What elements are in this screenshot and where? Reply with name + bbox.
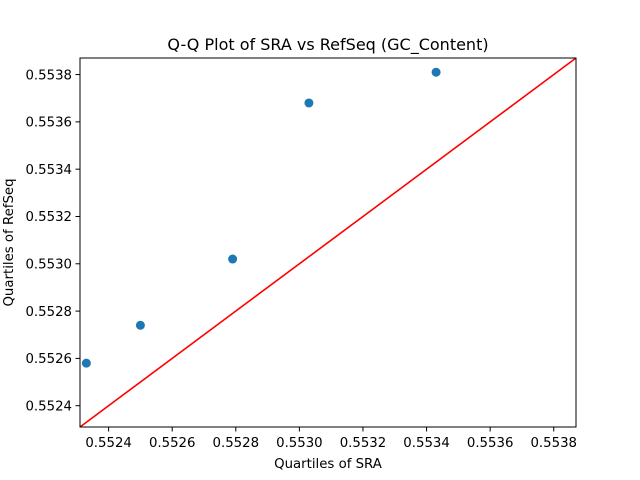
plot-frame <box>79 57 577 428</box>
y-tick-label: 0.5532 <box>25 210 72 225</box>
y-tick-label: 0.5530 <box>25 257 72 272</box>
y-axis-ticks: 0.5524 0.5526 0.5528 0.5530 0.5532 0.5534 0.55… <box>25 68 80 414</box>
y-tick-label: 0.5538 <box>25 68 72 83</box>
reference-line-layer <box>79 57 577 428</box>
x-tick-label: 0.5528 <box>213 436 260 451</box>
chart-title: Q-Q Plot of SRA vs RefSeq (GC_Content) <box>167 35 488 55</box>
x-tick-label: 0.5526 <box>149 436 196 451</box>
data-point <box>304 98 314 108</box>
y-tick-label: 0.5524 <box>25 399 72 414</box>
y-tick-label: 0.5534 <box>25 163 72 178</box>
data-point <box>228 254 238 264</box>
x-tick-label: 0.5534 <box>403 436 450 451</box>
y-tick-label: 0.5526 <box>25 352 72 367</box>
x-tick-label: 0.5538 <box>530 436 577 451</box>
x-tick-label: 0.5530 <box>276 436 323 451</box>
reference-line-y-equals-x <box>79 57 577 428</box>
data-point <box>431 67 441 77</box>
data-point <box>135 320 145 330</box>
y-axis-label: Quartiles of RefSeq <box>2 178 17 306</box>
data-point <box>81 358 91 368</box>
x-tick-label: 0.5524 <box>85 436 132 451</box>
x-axis-label: Quartiles of SRA <box>274 457 382 472</box>
y-tick-label: 0.5536 <box>25 116 72 131</box>
x-tick-label: 0.5532 <box>340 436 387 451</box>
y-tick-label: 0.5528 <box>25 305 72 320</box>
x-axis-ticks: 0.5524 0.5526 0.5528 0.5530 0.5532 0.5534 0.55… <box>85 427 577 451</box>
data-points-layer <box>81 67 441 368</box>
x-tick-label: 0.5536 <box>467 436 514 451</box>
